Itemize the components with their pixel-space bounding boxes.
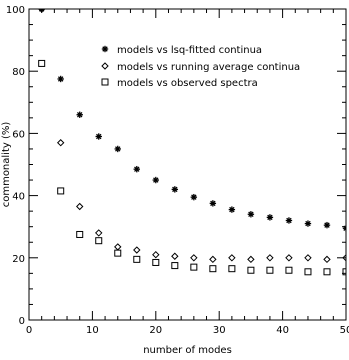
- x-tick-label: 20: [149, 325, 162, 336]
- data-point-series-2: [286, 255, 292, 261]
- data-point-series-3: [267, 267, 273, 273]
- y-tick-label: 20: [12, 254, 25, 265]
- data-point-series-1: [172, 186, 178, 192]
- x-axis-label: number of modes: [143, 345, 232, 356]
- data-point-series-1: [115, 146, 121, 152]
- data-point-series-1: [77, 112, 83, 118]
- data-point-series-2: [210, 256, 216, 262]
- legend-label-2: models vs running average continua: [117, 62, 300, 73]
- x-tick-label: 40: [276, 325, 289, 336]
- data-point-series-1: [248, 211, 254, 217]
- data-point-series-1: [229, 206, 235, 212]
- data-point-series-3: [39, 60, 45, 66]
- data-point-series-2: [58, 140, 64, 146]
- data-point-series-3: [115, 250, 121, 256]
- y-axis-label: commonality (%): [1, 122, 12, 208]
- y-tick-label: 60: [12, 129, 25, 140]
- data-point-series-1: [96, 133, 102, 139]
- data-point-series-2: [77, 203, 83, 209]
- data-point-series-3: [96, 238, 102, 244]
- data-point-series-3: [134, 256, 140, 262]
- data-point-series-1: [191, 194, 197, 200]
- data-point-series-3: [305, 269, 311, 275]
- y-tick-label: 80: [12, 67, 25, 78]
- x-tick-label: 50: [340, 325, 349, 336]
- data-point-series-1: [153, 177, 159, 183]
- y-tick-label: 100: [6, 5, 25, 16]
- data-point-series-1: [38, 6, 44, 12]
- data-point-series-1: [267, 214, 273, 220]
- data-point-series-2: [305, 255, 311, 261]
- data-point-series-1: [343, 225, 349, 231]
- data-point-series-3: [248, 267, 254, 273]
- x-tick-label: 30: [213, 325, 226, 336]
- data-point-series-3: [210, 266, 216, 272]
- data-point-series-2: [134, 247, 140, 253]
- data-point-series-2: [153, 252, 159, 258]
- data-point-series-2: [229, 255, 235, 261]
- y-tick-label: 40: [12, 192, 25, 203]
- data-point-series-1: [210, 200, 216, 206]
- legend: models vs lsq-fitted continua models vs r…: [102, 45, 300, 89]
- data-point-series-2: [172, 253, 178, 259]
- data-point-series-2: [96, 230, 102, 236]
- data-point-series-3: [77, 231, 83, 237]
- data-point-series-1: [58, 76, 64, 82]
- data-point-series-2: [115, 244, 121, 250]
- data-point-series-3: [153, 259, 159, 265]
- data-point-series-1: [305, 220, 311, 226]
- x-tick-label: 10: [86, 325, 99, 336]
- data-point-series-2: [248, 256, 254, 262]
- legend-label-1: models vs lsq-fitted continua: [117, 45, 262, 56]
- legend-marker-1: [102, 46, 108, 52]
- legend-label-3: models vs observed spectra: [117, 78, 258, 89]
- data-point-series-2: [267, 255, 273, 261]
- data-point-series-1: [134, 166, 140, 172]
- data-point-series-3: [324, 269, 330, 275]
- data-point-series-3: [286, 267, 292, 273]
- data-point-series-1: [324, 222, 330, 228]
- data-point-series-2: [324, 256, 330, 262]
- data-point-series-1: [286, 217, 292, 223]
- legend-marker-2: [102, 63, 108, 69]
- data-point-series-2: [191, 255, 197, 261]
- legend-marker-3: [102, 79, 108, 85]
- data-point-series-3: [172, 263, 178, 269]
- data-point-series-3: [58, 188, 64, 194]
- y-tick-label: 0: [19, 316, 25, 327]
- data-point-series-3: [229, 266, 235, 272]
- x-tick-label: 0: [26, 325, 32, 336]
- data-point-series-3: [191, 264, 197, 270]
